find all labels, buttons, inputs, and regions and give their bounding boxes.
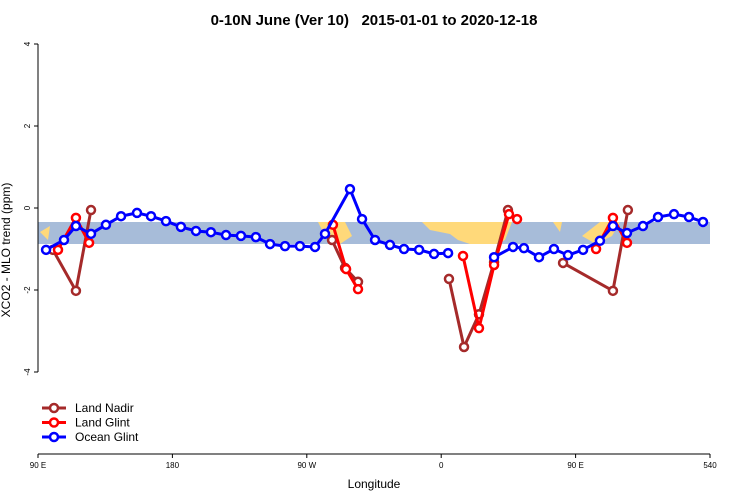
land xyxy=(553,222,562,232)
legend-marker xyxy=(48,431,60,443)
point xyxy=(250,231,262,243)
x-tick-label: 90 E xyxy=(567,461,583,470)
y-tick-label: -2 xyxy=(23,286,32,294)
point xyxy=(70,212,82,224)
y-tick-label: -4 xyxy=(23,368,32,376)
map-background xyxy=(38,222,710,244)
point xyxy=(70,220,82,232)
point xyxy=(458,341,470,353)
point xyxy=(190,225,202,237)
point xyxy=(369,234,381,246)
point xyxy=(533,251,545,263)
land xyxy=(422,222,512,244)
point xyxy=(294,240,306,252)
point xyxy=(668,208,680,220)
legend-marker xyxy=(48,402,60,414)
point xyxy=(352,283,364,295)
x-tick-label: 90 W xyxy=(297,461,316,470)
point xyxy=(577,244,589,256)
point xyxy=(594,235,606,247)
point xyxy=(443,273,455,285)
point xyxy=(548,243,560,255)
point xyxy=(115,210,127,222)
legend-marker xyxy=(48,417,60,428)
point xyxy=(428,248,440,260)
point xyxy=(145,210,157,222)
point xyxy=(131,207,143,219)
point xyxy=(326,234,338,246)
point xyxy=(488,251,500,263)
point xyxy=(344,183,356,195)
point xyxy=(652,211,664,223)
point xyxy=(279,240,291,252)
legend-label: Land Glint xyxy=(75,416,130,430)
point xyxy=(637,220,649,232)
point xyxy=(622,204,634,216)
point xyxy=(356,213,368,225)
point xyxy=(457,250,469,262)
point xyxy=(235,230,247,242)
point xyxy=(621,237,633,249)
point xyxy=(58,234,70,246)
point xyxy=(205,226,217,238)
point xyxy=(175,221,187,233)
point xyxy=(100,219,112,231)
point xyxy=(511,213,523,225)
point xyxy=(398,243,410,255)
point xyxy=(507,241,519,253)
x-tick-label: 0 xyxy=(439,461,444,470)
point xyxy=(607,285,619,297)
y-tick-label: 2 xyxy=(23,123,32,128)
y-axis-label: XCO2 - MLO trend (ppm) xyxy=(0,183,13,318)
chart-title: 0-10N June (Ver 10) 2015-01-01 to 2020-1… xyxy=(211,12,538,29)
point xyxy=(40,244,52,256)
point xyxy=(52,244,64,256)
x-tick-label: 540 xyxy=(703,461,717,470)
y-tick-label: 4 xyxy=(23,41,32,46)
point xyxy=(85,204,97,216)
point xyxy=(309,241,321,253)
point xyxy=(590,243,602,255)
point xyxy=(220,229,232,241)
point xyxy=(503,208,515,220)
y-tick-label: 0 xyxy=(23,205,32,210)
point xyxy=(70,285,82,297)
point xyxy=(442,247,454,259)
point xyxy=(697,216,709,228)
point xyxy=(518,242,530,254)
point xyxy=(83,237,95,249)
legend-label: Land Nadir xyxy=(75,401,134,415)
ocean-band xyxy=(38,222,710,244)
x-tick-label: 90 E xyxy=(30,461,46,470)
point xyxy=(607,212,619,224)
point xyxy=(473,322,485,334)
x-axis-label: Longitude xyxy=(348,477,401,491)
point xyxy=(683,211,695,223)
point xyxy=(340,263,352,275)
point xyxy=(562,249,574,261)
point xyxy=(264,238,276,250)
point xyxy=(413,244,425,256)
point xyxy=(607,220,619,232)
point xyxy=(160,215,172,227)
point xyxy=(384,239,396,251)
x-tick-label: 180 xyxy=(166,461,180,470)
point xyxy=(319,228,331,240)
land xyxy=(40,226,50,240)
point xyxy=(85,228,97,240)
legend-label: Ocean Glint xyxy=(75,430,139,444)
point xyxy=(557,257,569,269)
point xyxy=(621,227,633,239)
